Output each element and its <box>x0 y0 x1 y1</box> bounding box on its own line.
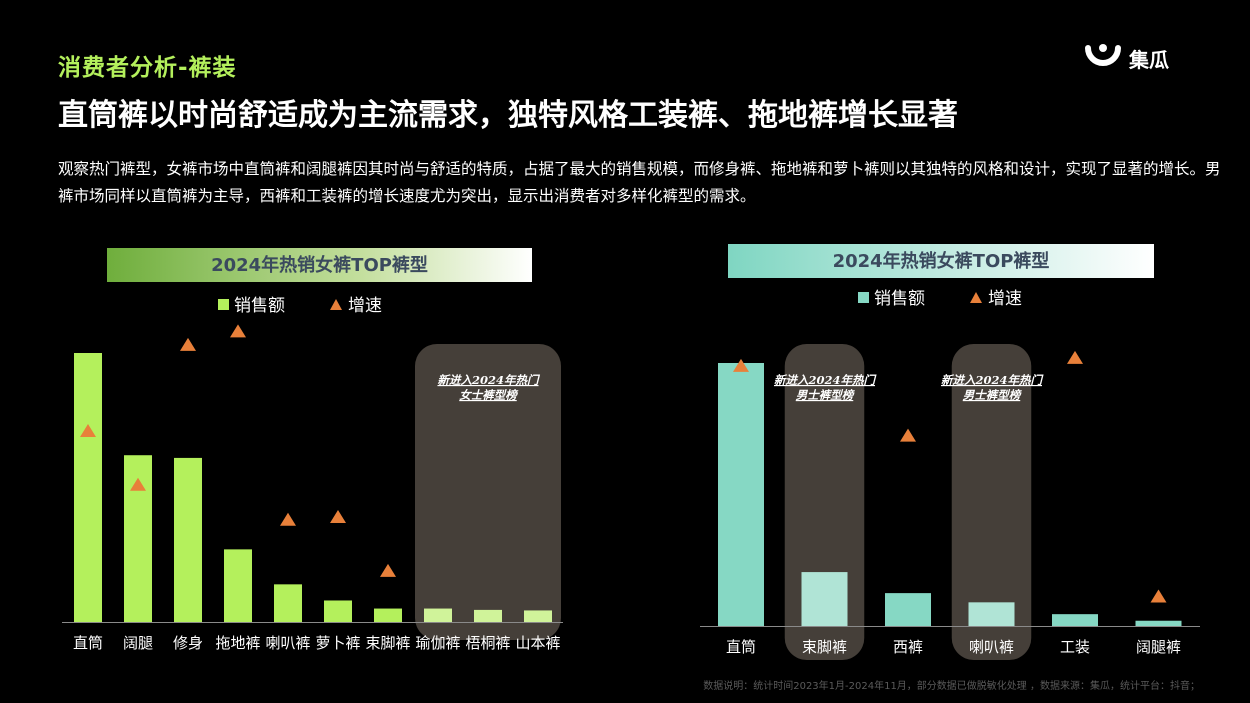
category-label-women-5: 萝卜裤 <box>315 634 360 652</box>
category-label-women-0: 直筒 <box>73 634 103 652</box>
legend-label-growth-women: 增速 <box>348 296 382 316</box>
growth-marker-women-2 <box>180 337 196 351</box>
bar-women-2 <box>174 457 202 622</box>
data-footnote: 数据说明：统计时间2023年1月-2024年11月，部分数据已做脱敏化处理 ，数… <box>703 681 1200 692</box>
category-label-men-4: 工装 <box>1060 638 1090 656</box>
category-label-men-0: 直筒 <box>726 638 756 656</box>
category-label-women-3: 拖地裤 <box>215 634 260 652</box>
legend-label-sales-men: 销售额 <box>874 289 925 309</box>
growth-marker-women-4 <box>280 512 296 526</box>
bar-men-5 <box>1135 620 1182 626</box>
highlight-panel-women-0 <box>415 344 561 640</box>
bar-women-6 <box>374 608 402 622</box>
category-label-women-6: 束脚裤 <box>365 634 410 652</box>
section-tag: 消费者分析-裤装 <box>58 55 237 81</box>
logo-text: 集瓜 <box>1129 48 1169 72</box>
category-label-men-5: 阔腿裤 <box>1136 638 1181 656</box>
growth-marker-women-3 <box>230 324 246 338</box>
bar-men-2 <box>885 593 931 626</box>
legend-swatch-sales-women <box>218 299 229 310</box>
growth-marker-men-2 <box>900 428 916 442</box>
bar-men-0 <box>718 363 764 626</box>
bar-women-7 <box>424 608 452 622</box>
page-title: 直筒裤以时尚舒适成为主流需求，独特风格工装裤、拖地裤增长显著 <box>58 98 958 133</box>
bar-women-5 <box>324 600 352 622</box>
legend-label-sales-women: 销售额 <box>234 296 285 316</box>
bar-women-4 <box>274 584 302 622</box>
growth-marker-women-6 <box>380 563 396 577</box>
highlight-label-men-0: 新进入2024年热门男士裤型榜 <box>774 373 878 402</box>
category-label-men-3: 喇叭裤 <box>969 638 1014 656</box>
highlight-label-men-1: 新进入2024年热门男士裤型榜 <box>941 373 1045 402</box>
bar-men-4 <box>1052 614 1098 626</box>
bar-women-8 <box>474 609 502 622</box>
category-label-men-1: 束脚裤 <box>802 638 847 656</box>
chart-title-banner-men <box>728 244 1154 278</box>
growth-marker-women-1 <box>130 477 146 491</box>
category-label-women-2: 修身 <box>173 634 203 652</box>
bar-men-1 <box>801 572 848 626</box>
bar-men-3 <box>968 602 1015 626</box>
legend-marker-growth-women <box>330 299 342 310</box>
chart-title-men: 2024年热销女裤TOP裤型 <box>833 250 1050 272</box>
category-label-women-9: 山本裤 <box>515 634 560 652</box>
legend-swatch-sales-men <box>858 292 869 303</box>
category-label-women-8: 梧桐裤 <box>465 634 510 652</box>
legend-label-growth-men: 增速 <box>988 289 1022 309</box>
growth-marker-women-5 <box>330 510 346 524</box>
growth-marker-women-0 <box>80 423 96 437</box>
bar-women-0 <box>74 353 102 622</box>
growth-marker-men-0 <box>733 358 749 372</box>
jigua-logo-icon <box>1085 44 1121 66</box>
brand-logo: 集瓜 <box>1085 38 1185 74</box>
bar-women-9 <box>524 610 552 622</box>
category-label-women-1: 阔腿 <box>123 634 153 652</box>
category-label-men-2: 西裤 <box>893 638 923 656</box>
category-label-women-7: 瑜伽裤 <box>415 634 460 652</box>
chart-title-banner-women <box>107 248 532 282</box>
legend-marker-growth-men <box>970 292 982 303</box>
chart-title-women: 2024年热销女裤TOP裤型 <box>211 254 428 276</box>
growth-marker-men-4 <box>1067 350 1083 364</box>
description-paragraph: 观察热门裤型，女裤市场中直筒裤和阔腿裤因其时尚与舒适的特质，占据了最大的销售规模… <box>58 160 1221 205</box>
highlight-label-women-0: 新进入2024年热门女士裤型榜 <box>437 373 541 402</box>
growth-marker-men-5 <box>1150 589 1167 603</box>
category-label-women-4: 喇叭裤 <box>265 634 310 652</box>
bar-women-3 <box>224 549 252 622</box>
highlight-panel-men-1 <box>951 344 1032 660</box>
